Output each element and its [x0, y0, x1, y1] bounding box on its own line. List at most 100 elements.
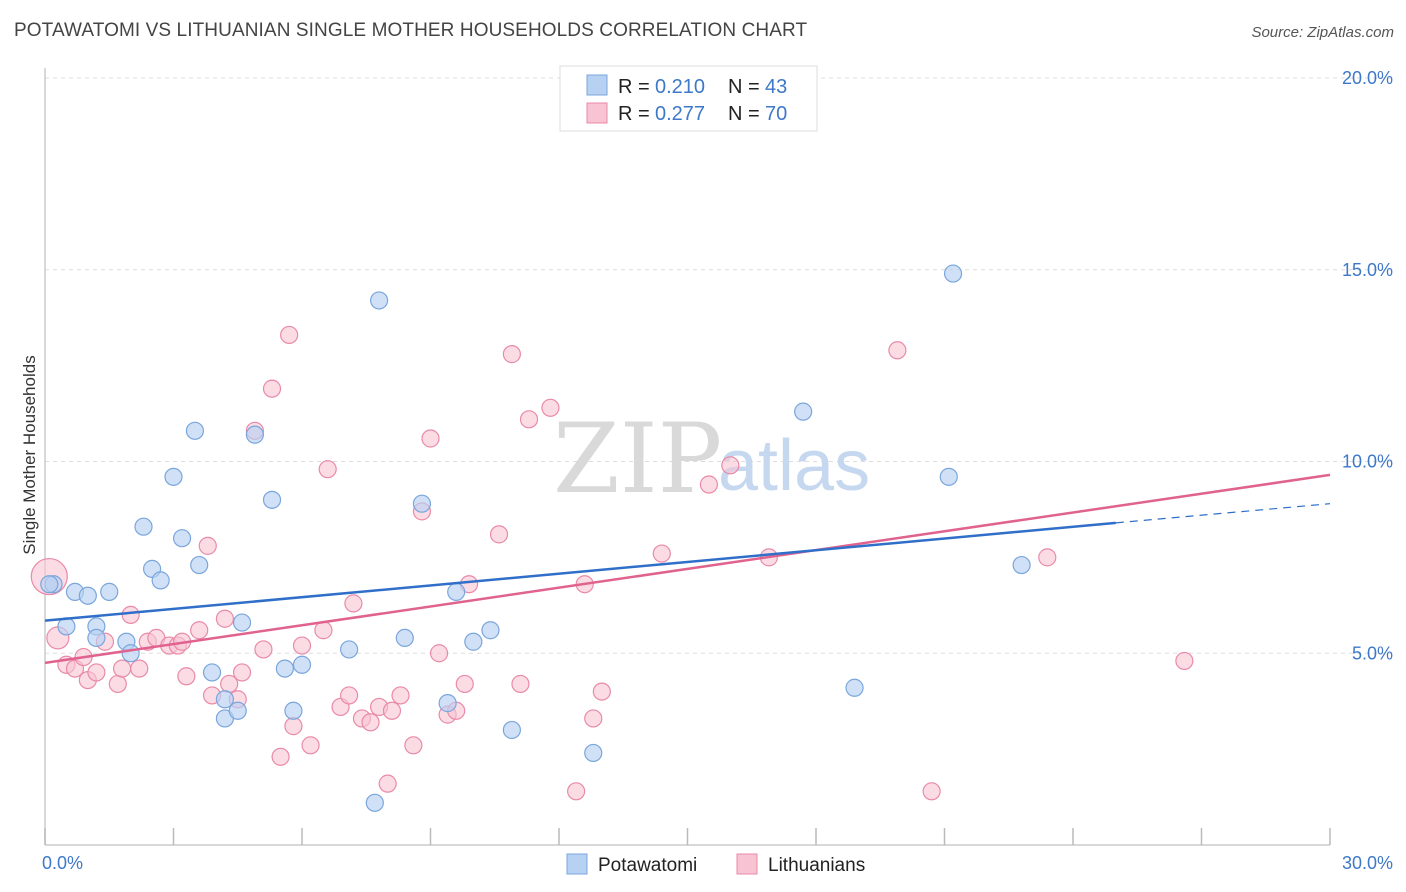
- point-lithuanians-21: [215, 609, 234, 628]
- legend-swatch-pink: [586, 102, 608, 124]
- stats-legend: R = 0.210 N = 43 R = 0.277 N = 70: [559, 65, 818, 132]
- point-lithuanians-68: [1038, 548, 1057, 567]
- point-potawatomi-37: [794, 402, 813, 421]
- series-potawatomi-points: [40, 264, 1031, 812]
- point-potawatomi-3: [78, 586, 97, 605]
- axes: [44, 68, 1331, 846]
- point-potawatomi-18: [215, 690, 234, 709]
- legend-swatch-blue: [586, 74, 608, 96]
- watermark-zip: ZIP: [553, 403, 722, 515]
- y-tick-label-3: 20.0%: [1342, 68, 1393, 88]
- point-lithuanians-34: [318, 460, 337, 479]
- x-tick-label-0: 0.0%: [42, 853, 83, 873]
- trend-line-lithuanians: [44, 473, 1331, 665]
- point-lithuanians-10: [121, 605, 140, 625]
- point-potawatomi-6: [100, 582, 119, 601]
- point-potawatomi-28: [370, 291, 389, 310]
- legend-bottom-swatch-potawatomi: [566, 853, 588, 875]
- point-lithuanians-24: [232, 663, 252, 682]
- point-lithuanians-41: [378, 774, 397, 793]
- point-lithuanians-31: [292, 636, 312, 655]
- point-potawatomi-15: [190, 555, 209, 575]
- point-potawatomi-29: [395, 628, 414, 648]
- legend-bottom-label-lithuanians: Lithuanians: [768, 855, 865, 876]
- point-potawatomi-36: [584, 743, 603, 763]
- point-lithuanians-26: [254, 640, 273, 659]
- point-lithuanians-18: [190, 621, 209, 640]
- point-potawatomi-14: [185, 421, 205, 440]
- point-potawatomi-27: [365, 793, 384, 812]
- watermark: ZIP atlas: [553, 403, 870, 515]
- point-potawatomi-35: [502, 720, 521, 740]
- point-potawatomi-12: [164, 467, 183, 486]
- point-lithuanians-8: [108, 674, 127, 694]
- point-potawatomi-16: [202, 663, 222, 682]
- point-potawatomi-22: [262, 490, 282, 509]
- point-lithuanians-43: [391, 686, 410, 705]
- point-lithuanians-57: [567, 782, 586, 801]
- point-potawatomi-39: [939, 467, 958, 486]
- series-legend: Potawatomi Lithuanians: [566, 853, 865, 876]
- point-lithuanians-67: [922, 782, 941, 801]
- point-potawatomi-21: [245, 425, 264, 444]
- legend-r-value-2: 0.277: [655, 103, 705, 125]
- point-lithuanians-28: [271, 747, 290, 766]
- y-tick-label-0: 5.0%: [1352, 643, 1393, 663]
- x-tick-labels: 0.0% 30.0%: [42, 853, 1393, 873]
- point-lithuanians-61: [652, 544, 671, 563]
- legend-n-value-1: 43: [765, 76, 787, 98]
- point-potawatomi-19: [228, 701, 247, 720]
- point-potawatomi-11: [151, 571, 170, 590]
- point-potawatomi-9: [134, 517, 153, 536]
- point-lithuanians-42: [382, 701, 402, 720]
- point-potawatomi-20: [232, 613, 252, 632]
- point-potawatomi-30: [412, 494, 432, 513]
- y-tick-label-1: 10.0%: [1342, 452, 1393, 472]
- point-lithuanians-39: [361, 713, 380, 732]
- point-lithuanians-69: [1175, 651, 1194, 671]
- legend-r-label-1: R =: [618, 76, 650, 98]
- source-note: Source: ZipAtlas.com: [1251, 24, 1394, 41]
- point-lithuanians-56: [541, 398, 560, 417]
- point-potawatomi-34: [481, 621, 500, 640]
- trend-lines: [44, 473, 1331, 665]
- point-lithuanians-17: [177, 667, 196, 686]
- point-potawatomi-31: [438, 694, 457, 713]
- point-lithuanians-37: [344, 594, 363, 613]
- trend-line-potawatomi: [44, 521, 1116, 622]
- point-potawatomi-8: [121, 644, 140, 663]
- trend-line-potawatomi-extension: [1115, 503, 1331, 524]
- grid-lines: [45, 77, 1392, 654]
- point-lithuanians-27: [262, 379, 282, 398]
- legend-bottom-swatch-lithuanians: [736, 853, 758, 875]
- point-potawatomi-33: [464, 632, 483, 651]
- point-lithuanians-53: [502, 345, 521, 364]
- point-lithuanians-46: [421, 429, 440, 448]
- legend-r-value-1: 0.210: [655, 76, 705, 98]
- legend-r-label-2: R =: [618, 103, 650, 125]
- point-lithuanians-50: [455, 674, 474, 694]
- point-lithuanians-52: [489, 525, 509, 544]
- y-axis-label: Single Mother Households: [20, 355, 39, 554]
- point-potawatomi-25: [292, 655, 312, 674]
- legend-n-value-2: 70: [765, 103, 787, 125]
- legend-n-label-1: N =: [728, 76, 760, 98]
- point-lithuanians-36: [340, 686, 359, 705]
- point-potawatomi-5: [87, 628, 106, 648]
- point-lithuanians-44: [404, 736, 423, 755]
- point-potawatomi-26: [340, 640, 359, 659]
- point-lithuanians-29: [280, 325, 299, 345]
- point-potawatomi-23: [275, 659, 294, 678]
- point-lithuanians-54: [511, 674, 530, 694]
- point-lithuanians-32: [301, 736, 320, 755]
- point-lithuanians-30: [284, 717, 303, 736]
- point-potawatomi-24: [284, 701, 303, 720]
- point-lithuanians-33: [314, 621, 333, 640]
- point-potawatomi-32: [447, 582, 466, 601]
- chart-title: POTAWATOMI VS LITHUANIAN SINGLE MOTHER H…: [14, 20, 808, 41]
- y-tick-labels: 5.0% 10.0% 15.0% 20.0%: [1342, 68, 1393, 663]
- point-lithuanians-11: [130, 659, 149, 678]
- point-lithuanians-62: [699, 475, 719, 494]
- point-lithuanians-55: [519, 410, 539, 429]
